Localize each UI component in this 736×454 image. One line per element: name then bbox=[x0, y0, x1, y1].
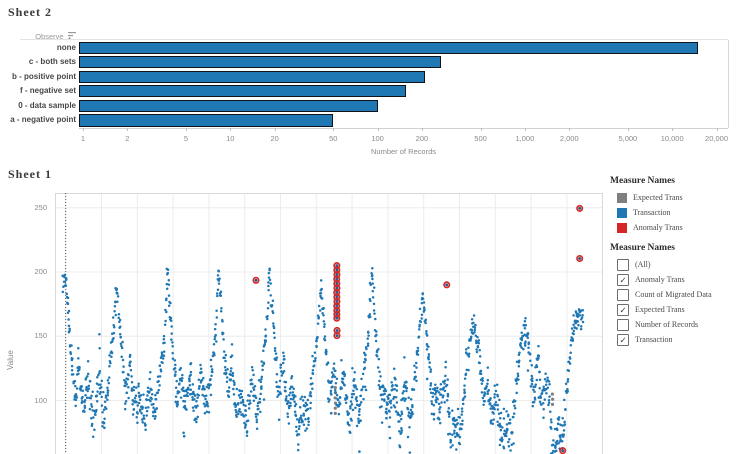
x-tick-mark bbox=[524, 128, 526, 131]
bar-category-label: 0 - data sample bbox=[18, 100, 76, 110]
x-tick-mark bbox=[421, 128, 423, 131]
bar-axis-line bbox=[79, 128, 728, 129]
sheet1-title: Sheet 1 bbox=[8, 167, 52, 181]
checkbox-unchecked-icon[interactable] bbox=[617, 288, 629, 301]
filter-item-count-of-migrated-data[interactable]: Count of Migrated Data bbox=[617, 287, 736, 302]
x-tick-mark bbox=[480, 128, 482, 131]
bar-b-positive-point[interactable] bbox=[79, 70, 426, 83]
measure-filter-list: (All) ✓ Anomaly Trans Count of Migrated Dat… bbox=[610, 257, 736, 347]
scatter-y-tick-label: 250 bbox=[34, 202, 47, 212]
color-legend: Expected Trans Transaction Anomaly Trans bbox=[610, 190, 736, 235]
checkbox-checked-icon[interactable]: ✓ bbox=[617, 303, 629, 316]
bar-none[interactable] bbox=[79, 41, 699, 54]
x-tick-mark bbox=[127, 128, 129, 131]
bar-axis-title: Number of Records bbox=[370, 147, 437, 156]
legend-item-label: Anomaly Trans bbox=[633, 223, 683, 232]
x-tick-label: 100 bbox=[371, 134, 384, 143]
color-legend-header: Measure Names bbox=[610, 176, 675, 186]
x-tick-label: 200 bbox=[415, 134, 429, 143]
scatter-y-tick-label: 200 bbox=[34, 267, 47, 276]
scatter-y-tick-label: 100 bbox=[34, 395, 47, 405]
legend-item-expected-trans[interactable]: Expected Trans bbox=[617, 190, 736, 205]
x-tick-mark bbox=[230, 128, 232, 131]
legend-item-label: Expected Trans bbox=[633, 193, 683, 202]
filter-item-label: Expected Trans bbox=[635, 305, 685, 314]
x-tick-label: 10,000 bbox=[660, 134, 684, 143]
filter-item-number-of-records[interactable]: Number of Records bbox=[617, 317, 736, 332]
x-tick-label: 20 bbox=[270, 134, 279, 143]
x-tick-mark bbox=[83, 128, 84, 131]
x-tick-mark bbox=[333, 128, 335, 131]
sheet2-title: Sheet 2 bbox=[8, 5, 52, 19]
filter-item-label: Number of Records bbox=[635, 320, 699, 329]
x-tick-label: 5 bbox=[183, 134, 189, 143]
x-tick-label: 5,000 bbox=[618, 134, 638, 143]
x-tick-label: 1 bbox=[80, 134, 86, 143]
checkbox-checked-icon[interactable]: ✓ bbox=[617, 333, 629, 346]
x-tick-label: 10 bbox=[226, 134, 235, 143]
bar-category-label: a - negative point bbox=[10, 115, 76, 125]
legend-item-anomaly-trans[interactable]: Anomaly Trans bbox=[617, 220, 736, 235]
legend-panel: Measure Names Expected Trans Transaction A… bbox=[610, 176, 736, 347]
filter-item-label: (All) bbox=[635, 260, 651, 269]
filter-item-label: Count of Migrated Data bbox=[635, 290, 712, 299]
x-tick-label: 1,000 bbox=[515, 134, 535, 143]
x-tick-mark bbox=[569, 128, 571, 131]
filter-item-transaction[interactable]: ✓ Transaction bbox=[617, 332, 736, 347]
bar-category-label: none bbox=[56, 42, 76, 52]
bar-plot-right-border bbox=[728, 40, 729, 128]
bar-category-label: c - both sets bbox=[28, 57, 76, 67]
filter-item-expected-trans[interactable]: ✓ Expected Trans bbox=[617, 302, 736, 317]
bar-header-divider bbox=[20, 39, 728, 40]
series-anomaly-trans[interactable] bbox=[252, 204, 584, 454]
scatter-plot[interactable] bbox=[55, 193, 603, 454]
bar-c-both-sets[interactable] bbox=[79, 56, 442, 69]
x-tick-label: 2,000 bbox=[559, 134, 579, 143]
filter-item-anomaly-trans[interactable]: ✓ Anomaly Trans bbox=[617, 272, 736, 287]
series-transaction[interactable] bbox=[61, 266, 585, 454]
bar-category-label: f - negative set bbox=[19, 86, 76, 96]
legend-swatch-icon bbox=[617, 222, 627, 233]
filter-legend-header: Measure Names bbox=[610, 243, 675, 253]
filter-item-label: Transaction bbox=[635, 335, 673, 344]
bar-category-label: b - positive point bbox=[12, 71, 76, 81]
legend-item-label: Transaction bbox=[633, 208, 671, 217]
filter-item--all-[interactable]: (All) bbox=[617, 257, 736, 272]
x-tick-mark bbox=[274, 128, 276, 131]
x-tick-label: 500 bbox=[474, 134, 487, 143]
x-tick-label: 20,000 bbox=[705, 134, 728, 143]
scatter-y-axis-title: Value bbox=[6, 350, 15, 370]
checkbox-unchecked-icon[interactable] bbox=[617, 318, 629, 331]
checkbox-checked-icon[interactable]: ✓ bbox=[617, 273, 629, 286]
legend-swatch-icon bbox=[617, 192, 627, 203]
scatter-y-tick-label: 150 bbox=[34, 331, 47, 341]
checkbox-unchecked-icon[interactable] bbox=[617, 258, 629, 271]
bar-f-negative-set[interactable] bbox=[79, 85, 406, 98]
x-tick-label: 50 bbox=[329, 134, 338, 143]
x-tick-mark bbox=[185, 128, 187, 131]
bar-0-data-sample[interactable] bbox=[79, 99, 378, 112]
filter-item-label: Anomaly Trans bbox=[635, 275, 685, 284]
x-tick-mark bbox=[377, 128, 379, 131]
bar-a-negative-point[interactable] bbox=[79, 114, 334, 127]
x-tick-label: 2 bbox=[125, 134, 130, 143]
legend-swatch-icon bbox=[617, 207, 627, 218]
x-tick-mark bbox=[627, 128, 629, 131]
legend-item-transaction[interactable]: Transaction bbox=[617, 205, 736, 220]
x-tick-mark bbox=[716, 128, 718, 131]
observe-field-label: Observe bbox=[35, 32, 64, 41]
x-tick-mark bbox=[672, 128, 674, 131]
